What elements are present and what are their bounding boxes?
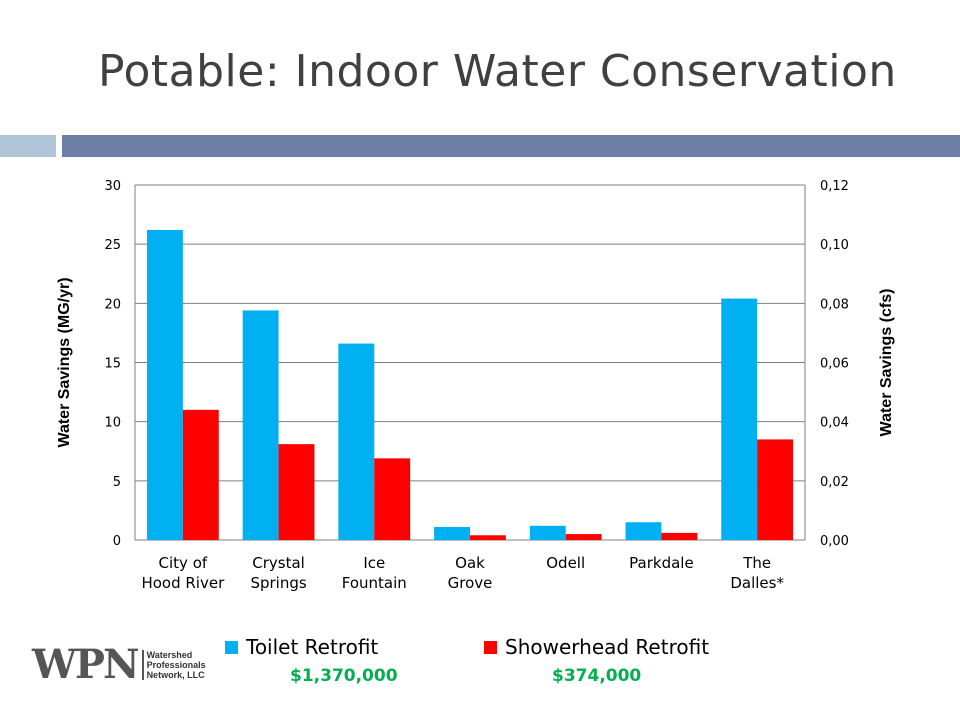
logo-line-3: Network, LLC xyxy=(146,670,205,680)
bar-toilet xyxy=(338,343,375,540)
logo-line-1: Watershed xyxy=(146,650,193,660)
bar-showerhead xyxy=(278,444,315,540)
legend-item-toilet: Toilet Retrofit xyxy=(225,635,378,659)
x-tick-label: Grove xyxy=(448,574,493,592)
x-tick-label: Dalles* xyxy=(730,574,784,592)
y2-axis-title: Water Savings (cfs) xyxy=(878,289,895,437)
logo-line-2: Professionals xyxy=(146,660,206,670)
x-tick-label: Ice xyxy=(363,554,385,572)
bar-showerhead xyxy=(182,409,219,540)
x-tick-label: Parkdale xyxy=(629,554,694,572)
y2-tick-label: 0,12 xyxy=(820,179,849,194)
x-tick-label: Fountain xyxy=(342,574,407,592)
bar-showerhead xyxy=(757,439,794,540)
legend-label-showerhead: Showerhead Retrofit xyxy=(505,635,710,659)
bar-showerhead xyxy=(565,534,602,540)
y-tick-label: 30 xyxy=(104,179,121,194)
y2-tick-label: 0,06 xyxy=(820,357,849,372)
bar-toilet xyxy=(434,526,470,540)
y-tick-label: 15 xyxy=(104,357,121,372)
y2-tick-label: 0,00 xyxy=(820,534,849,549)
bar-toilet xyxy=(242,310,279,540)
y-axis-title: Water Savings (MG/yr) xyxy=(56,277,73,447)
x-tick-label: Odell xyxy=(546,554,585,572)
logo-mark: WPN xyxy=(32,641,140,688)
header-accent-bar xyxy=(0,135,56,157)
legend-swatch-toilet xyxy=(225,640,238,654)
wpn-logo: WPN Watershed Professionals Network, LLC xyxy=(32,645,206,685)
y-tick-label: 5 xyxy=(113,475,121,490)
bar-showerhead xyxy=(661,532,698,540)
x-tick-label: Springs xyxy=(250,574,306,592)
bar-toilet xyxy=(146,229,183,540)
y-tick-label: 20 xyxy=(104,297,121,312)
bar-toilet xyxy=(625,522,662,540)
x-tick-label: The xyxy=(742,554,771,572)
y-tick-label: 25 xyxy=(104,238,121,253)
bar-showerhead xyxy=(374,458,411,540)
x-tick-label: Hood River xyxy=(141,574,225,592)
water-savings-chart: 0 0,00 5 0,02 10 0,04 15 0,06 20 0,08 25 0,10 30 0,12… xyxy=(56,179,895,592)
bar-showerhead xyxy=(470,535,506,540)
header-rule-bar xyxy=(62,135,960,157)
cost-toilet: $1,370,000 xyxy=(290,666,398,686)
y2-tick-label: 0,08 xyxy=(820,297,849,312)
legend-label-toilet: Toilet Retrofit xyxy=(246,635,379,659)
legend-item-showerhead: Showerhead Retrofit xyxy=(484,635,709,659)
y-tick-label: 10 xyxy=(104,416,121,431)
bar-toilet xyxy=(529,525,566,540)
bar-toilet xyxy=(721,298,758,540)
logo-text: Watershed Professionals Network, LLC xyxy=(141,650,206,680)
x-tick-label: Oak xyxy=(455,554,485,572)
legend-swatch-showerhead xyxy=(484,640,497,654)
cost-showerhead: $374,000 xyxy=(552,666,642,686)
y2-tick-label: 0,02 xyxy=(820,475,849,490)
y2-tick-label: 0,04 xyxy=(820,416,849,431)
x-tick-label: Crystal xyxy=(252,554,305,572)
slide-title: Potable: Indoor Water Conservation xyxy=(98,46,897,97)
x-tick-label: City of xyxy=(159,554,208,572)
y2-tick-label: 0,10 xyxy=(820,238,849,253)
y-tick-label: 0 xyxy=(113,534,121,549)
